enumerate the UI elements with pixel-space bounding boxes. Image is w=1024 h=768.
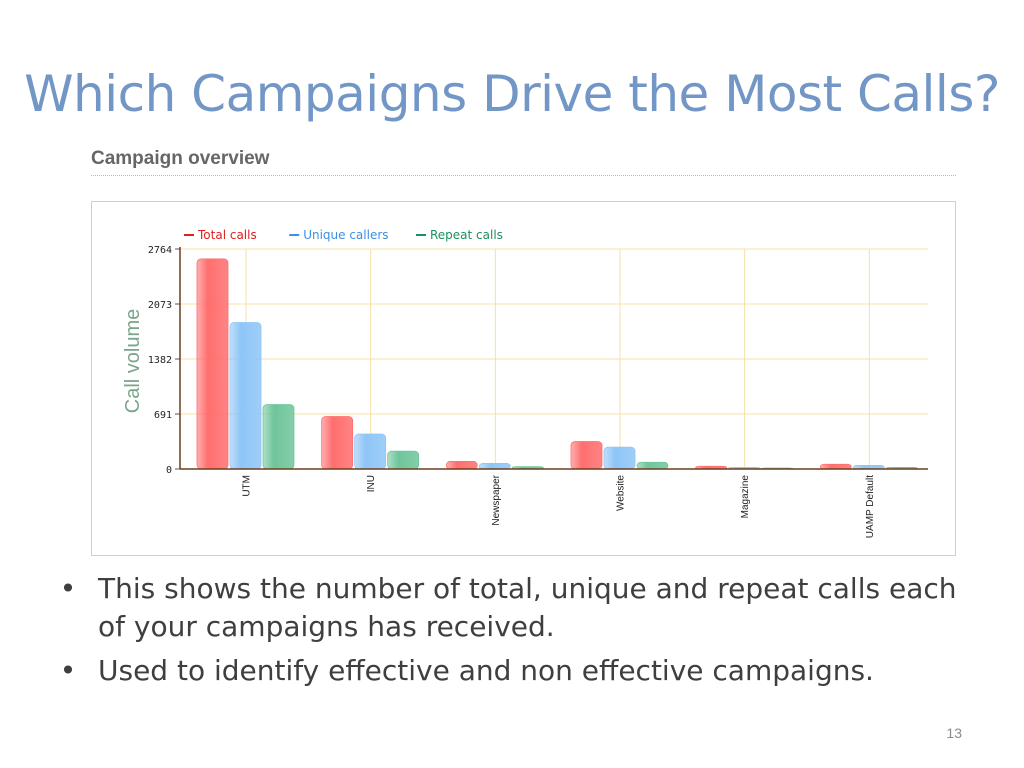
bar-newspaper-unique-callers: [478, 463, 511, 470]
chart-panel: 0 691 1382 2073 2764 UTM INU Newspaper Website Ma…: [91, 201, 956, 556]
bar-inu-unique-callers: [354, 433, 387, 470]
section-heading: Campaign overview: [91, 148, 270, 169]
bullet-marker: •: [59, 572, 77, 605]
bar-utm-repeat-calls: [262, 404, 295, 470]
campaign-bar-chart: 0 691 1382 2073 2764 UTM INU Newspaper Website Ma…: [122, 228, 928, 538]
x-tick-label: Magazine: [740, 475, 751, 519]
x-tick-label: UAMP Default: [865, 475, 876, 538]
x-tick-label: UTM: [242, 475, 253, 497]
legend-entry: Unique callers: [303, 228, 388, 242]
bullet-marker: •: [59, 654, 77, 687]
y-tick-label: 0: [166, 465, 172, 476]
bullet-item: • Used to identify effective and non eff…: [58, 652, 988, 690]
x-tick-label: Newspaper: [491, 474, 502, 525]
bar-website-unique-callers: [603, 446, 636, 470]
bullet-list: • This shows the number of total, unique…: [58, 570, 988, 696]
x-tick-label: INU: [366, 475, 377, 492]
section-divider: [91, 175, 956, 176]
bullet-text: This shows the number of total, unique a…: [98, 572, 957, 643]
y-tick-label: 2073: [148, 300, 172, 311]
y-tick-label: 691: [154, 410, 172, 421]
bar-utm-unique-callers: [229, 322, 262, 470]
bar-inu-repeat-calls: [387, 450, 420, 470]
legend-entry: Repeat calls: [430, 228, 503, 242]
y-tick-label: 2764: [148, 245, 172, 256]
bar-website-repeat-calls: [636, 461, 669, 470]
slide-title: Which Campaigns Drive the Most Calls?: [24, 65, 1000, 123]
bullet-item: • This shows the number of total, unique…: [58, 570, 988, 646]
bar-inu-total-calls: [321, 416, 354, 470]
x-tick-label: Website: [616, 475, 627, 511]
page-number: 13: [946, 725, 962, 741]
legend-entry: Total calls: [197, 228, 257, 242]
y-tick-label: 1382: [148, 355, 172, 366]
bar-newspaper-total-calls: [445, 461, 478, 470]
bar-website-total-calls: [570, 441, 603, 470]
y-axis-label: Call volume: [122, 309, 144, 413]
bar-utm-total-calls: [196, 258, 229, 470]
bullet-text: Used to identify effective and non effec…: [98, 654, 874, 687]
